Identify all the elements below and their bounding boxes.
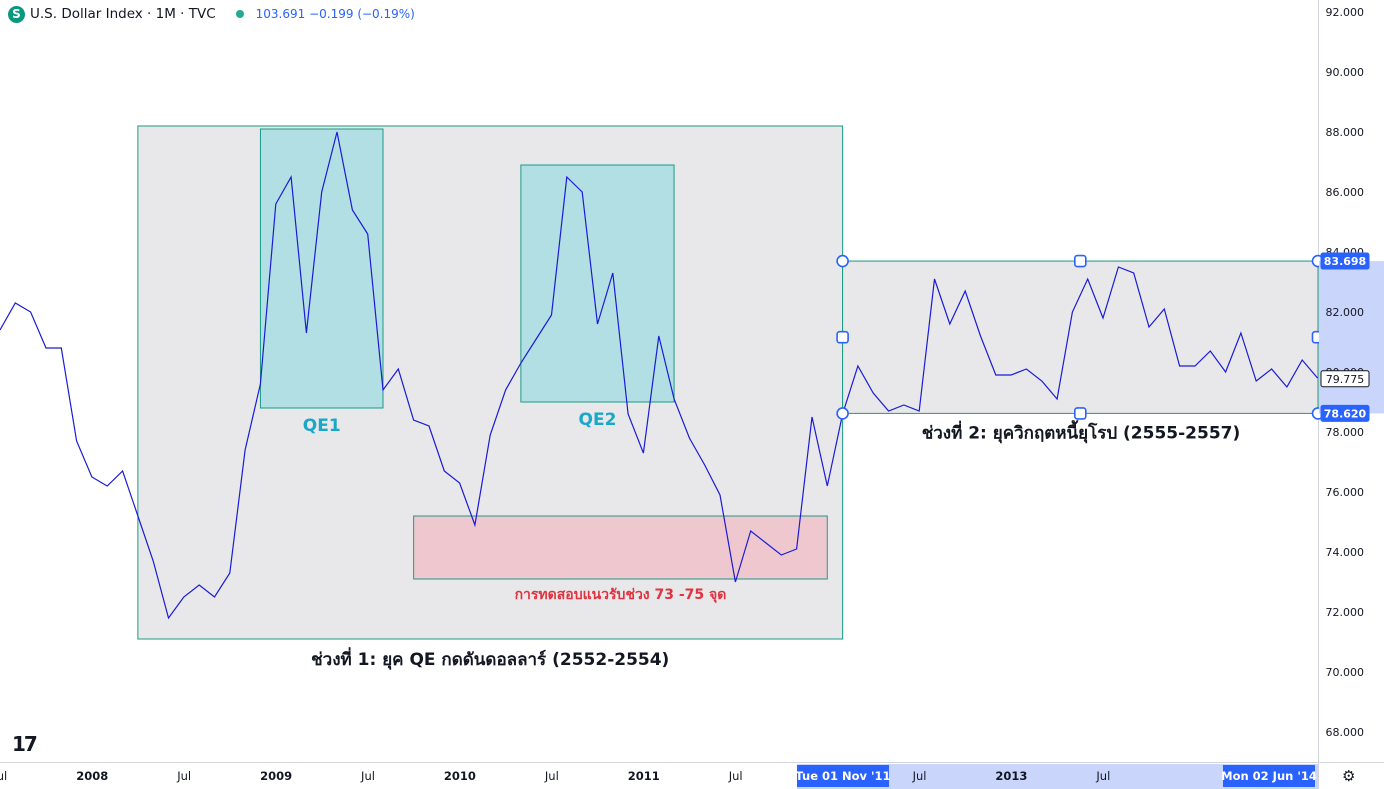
qe1-box <box>259 128 384 409</box>
gear-icon[interactable]: ⚙ <box>1342 767 1356 785</box>
dxy-price-line <box>0 131 1318 620</box>
time-label-end-text: Mon 02 Jun '14 <box>1221 769 1317 783</box>
time-label-end: Mon 02 Jun '14 <box>1221 765 1317 787</box>
price-tick-label: 72.000 <box>1326 606 1365 619</box>
resize-handle-left[interactable] <box>836 330 849 344</box>
symbol-icon: S <box>8 5 25 23</box>
time-tick-label: 2008 <box>76 769 108 783</box>
market-status-icon <box>235 10 244 18</box>
qe2-box <box>520 164 675 403</box>
time-label-end-bg <box>1223 765 1315 787</box>
price-axis-range-highlight <box>1319 261 1384 414</box>
price-tick-label: 70.000 <box>1326 666 1365 679</box>
support-zone-label: การทดสอบแนวรับช่วง 73 -75 จุด <box>515 587 727 603</box>
resize-handle-top-left[interactable] <box>836 254 849 268</box>
time-tick-label: Jul <box>1095 769 1110 783</box>
price-label-current-bg <box>1320 370 1370 388</box>
time-tick-label: 2009 <box>260 769 292 783</box>
time-label-start-bg <box>797 765 889 787</box>
time-tick-label: 2013 <box>995 769 1027 783</box>
time-tick-label: 2011 <box>628 769 660 783</box>
price-label-upper-text: 83.698 <box>1324 255 1366 268</box>
time-tick-label: Jul <box>176 769 191 783</box>
time-tick-label: Jul <box>0 769 7 783</box>
price-tick-label: 90.000 <box>1326 66 1365 79</box>
price-tick-label: 68.000 <box>1326 726 1365 739</box>
time-tick-label: Jul <box>728 769 743 783</box>
phase2-label: ช่วงที่ 2: ยุควิกฤตหนี้ยุโรป (2555-2557) <box>922 419 1241 443</box>
time-tick-label: 2010 <box>444 769 476 783</box>
time-tick-label: Jul <box>360 769 375 783</box>
resize-handle-bottom[interactable] <box>1074 407 1087 420</box>
price-label-lower: 78.620 <box>1320 404 1370 422</box>
price-tick-label: 92.000 <box>1326 6 1365 19</box>
support-zone-box <box>413 515 828 580</box>
time-label-start-text: Tue 01 Nov '11 <box>795 769 890 783</box>
time-tick-label: Jul <box>912 769 927 783</box>
price-tick-label: 76.000 <box>1326 486 1365 499</box>
time-tick-label: Jul <box>544 769 559 783</box>
price-label-upper-bg <box>1320 252 1370 270</box>
price-tick-label: 74.000 <box>1326 546 1365 559</box>
phase2-box <box>842 260 1319 414</box>
price-values: 103.691 −0.199 (−0.19%) <box>255 7 415 21</box>
price-label-current-text: 79.775 <box>1326 373 1365 386</box>
resize-handle-top[interactable] <box>1074 254 1087 268</box>
tradingview-logo-icon[interactable]: 17 <box>12 732 38 756</box>
resize-handle-bottom-left[interactable] <box>836 407 849 420</box>
qe1-label: QE1 <box>303 416 341 436</box>
price-label-lower-bg <box>1320 404 1370 422</box>
price-label-current: 79.775 <box>1320 370 1370 388</box>
phase1-label: ช่วงที่ 1: ยุค QE กดดันดอลลาร์ (2552-255… <box>311 647 669 670</box>
chart-header: S U.S. Dollar Index · 1M · TVC 103.691 −… <box>8 4 415 24</box>
price-tick-label: 78.000 <box>1326 426 1365 439</box>
price-label-lower-text: 78.620 <box>1324 407 1367 420</box>
symbol-title[interactable]: U.S. Dollar Index · 1M · TVC <box>30 6 216 22</box>
price-label-upper: 83.698 <box>1320 252 1370 270</box>
time-label-start: Tue 01 Nov '11 <box>795 765 891 787</box>
qe2-label: QE2 <box>579 410 617 430</box>
price-tick-label: 86.000 <box>1326 186 1365 199</box>
price-tick-label: 88.000 <box>1326 126 1365 139</box>
price-tick-label: 82.000 <box>1326 306 1365 319</box>
